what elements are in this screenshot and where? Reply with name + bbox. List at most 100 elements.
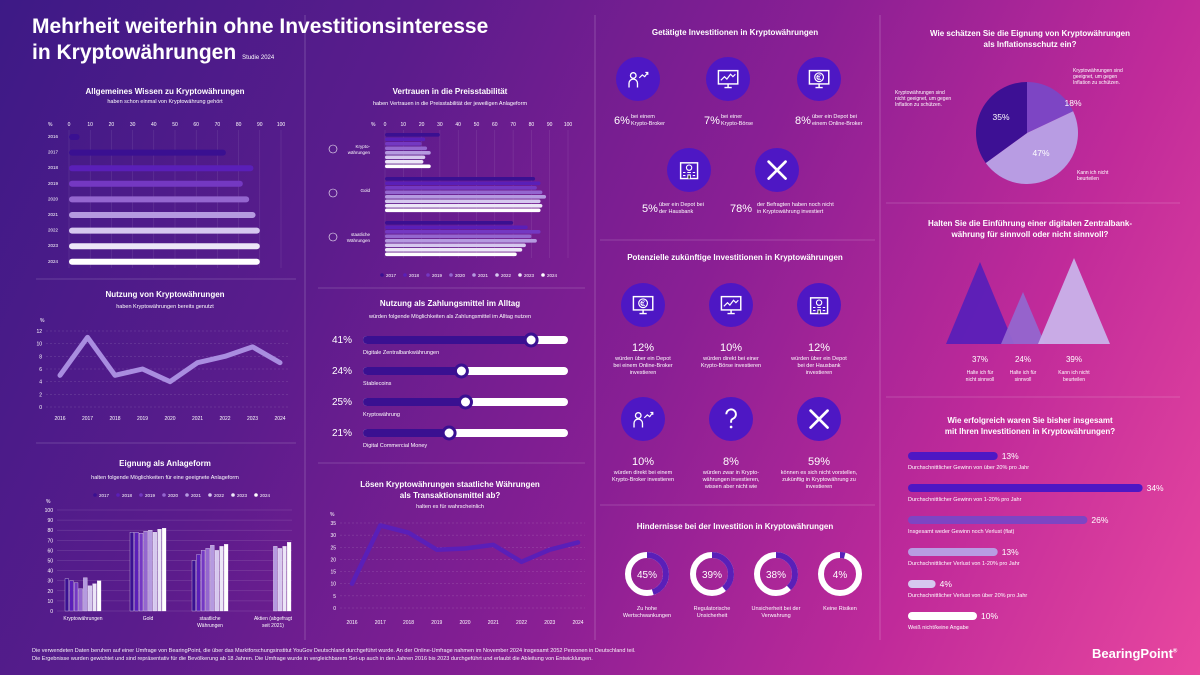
bank-building-icon — [797, 283, 841, 327]
nutzung-ytick-6: 6 — [39, 367, 42, 373]
erfolg-bar-3 — [908, 548, 998, 556]
getaetigt-label-0-l2: Krypto-Broker — [631, 121, 665, 127]
wissen-subtitle: haben schon einmal von Kryptowährung geh… — [107, 99, 223, 105]
wissen-bar-2017 — [69, 149, 226, 156]
anlage-ytick-10: 10 — [47, 599, 53, 605]
bank-building-icon — [667, 148, 711, 192]
inflation-slice-2 — [976, 82, 1027, 163]
zentralbank-triangle-2 — [1038, 258, 1110, 344]
anlage-legend-2017: 2017 — [99, 493, 110, 498]
erfolg-label-5: Weiß nicht/keine Angabe — [908, 625, 969, 631]
inflation-slice-1 — [985, 111, 1079, 185]
anlage-bar-2023-2 — [219, 546, 224, 612]
erfolg-pct-5: 10% — [981, 611, 998, 621]
vertrauen-bar-2018-0 — [385, 137, 426, 142]
anlage-axis-unit: % — [46, 499, 51, 505]
anlage-bar-2017-1 — [129, 532, 134, 612]
getaetigt-label-2-l1: über ein Depot bei — [812, 114, 857, 120]
wissen-xtick-10: 10 — [87, 122, 93, 128]
erfolg-pct-3: 13% — [1002, 547, 1019, 557]
vertrauen-legend-dot-2023 — [518, 273, 522, 277]
cross-glyph — [767, 160, 787, 180]
anlage-ytick-60: 60 — [47, 548, 53, 554]
monitor-chart-icon — [709, 283, 753, 327]
zahlung-subtitle: würden folgende Möglichkeiten als Zahlun… — [368, 314, 532, 320]
potenziell-label-1-l2: Krypto-Börse investieren — [700, 363, 762, 369]
inflation-caption-1-1: beurteilen — [1077, 176, 1099, 182]
transaktion-title-line2: als Transaktionsmittel ab? — [399, 491, 501, 500]
vertrauen-bar-2023-2 — [385, 248, 523, 252]
getaetigt-pct-4: 78% — [730, 203, 753, 215]
vertrauen-bar-2018-1 — [385, 181, 541, 186]
getaetigt-label-0-l1: bei einem — [631, 114, 655, 120]
wissen-axis-unit: % — [48, 122, 53, 128]
transaktion-ytick-25: 25 — [330, 545, 336, 551]
wissen-xtick-90: 90 — [257, 122, 263, 128]
potenziell-label-2-l3: investieren — [805, 370, 833, 376]
anlage-bar-2018-0 — [69, 580, 74, 612]
anlage-bar-2024-0 — [97, 580, 102, 612]
zahlung-pct-1: 24% — [332, 366, 352, 377]
potenziell-pct-3: 10% — [631, 456, 655, 468]
vertrauen-subtitle: haben Vertrauen in die Preisstabilität d… — [372, 101, 528, 107]
erfolg-label-2: Insgesamt weder Gewinn noch Verlust (fla… — [908, 529, 1015, 535]
getaetigt-label-1-l2: Krypto-Börse — [721, 121, 754, 127]
erfolg-bar-5 — [908, 612, 977, 620]
anlage-bar-2021-1 — [148, 530, 153, 612]
inflation-caption-0-1: geeignet, um gegen — [1073, 74, 1117, 80]
euro-monitor-glyph — [632, 295, 654, 315]
anlage-bar-2018-2 — [196, 554, 201, 612]
vertrauen-bar-2019-1 — [385, 186, 537, 190]
anlage-bar-2021-3 — [273, 546, 278, 612]
page-subtitle: Studie 2024 — [242, 55, 275, 61]
inflation-slice-label-0: 18% — [1064, 98, 1081, 108]
zahlung-knob-3 — [441, 425, 457, 441]
vertrauen-legend-dot-2021 — [472, 273, 476, 277]
erfolg-pct-1: 34% — [1147, 483, 1164, 493]
nutzung-xtick-2021: 2021 — [192, 416, 203, 422]
wissen-bar-2021 — [69, 212, 256, 218]
zentralbank-title-line1: Halten Sie die Einführung einer digitale… — [927, 219, 1133, 228]
vertrauen-bar-2023-1 — [385, 204, 543, 208]
vertrauen-bar-2018-2 — [385, 225, 528, 230]
anlage-bar-2021-2 — [210, 545, 215, 612]
transaktion-ytick-5: 5 — [333, 594, 336, 600]
nutzung-xtick-2018: 2018 — [109, 416, 120, 422]
potenziell-title: Potenzielle zukünftige Investitionen in … — [627, 253, 843, 262]
vertrauen-bar-2022-0 — [385, 155, 426, 160]
vertrauen-ytick-2: staatliche — [351, 232, 371, 237]
anlage-bar-2020-2 — [205, 548, 210, 612]
vertrauen-icon-0 — [328, 144, 338, 154]
vertrauen-bar-2017-2 — [385, 221, 514, 225]
anlage-bar-2023-3 — [282, 546, 287, 612]
hindernisse-label-0: Zu hohe — [637, 606, 657, 612]
footer-note: Die verwendeten Daten beruhen auf einer … — [32, 647, 832, 663]
transaktion-subtitle: halten es für wahrscheinlich — [416, 504, 484, 510]
person-chart-glyph — [633, 411, 654, 428]
wissen-xtick-40: 40 — [151, 122, 157, 128]
anlage-xtick-0: Kryptowährungen — [63, 616, 102, 622]
bank-building-glyph — [809, 297, 829, 315]
vertrauen-bar-2020-0 — [385, 146, 428, 151]
anlage-bar-2020-1 — [143, 531, 148, 612]
vertrauen-xtick-50: 50 — [474, 122, 480, 128]
erfolg-label-1: Durchschnittlicher Gewinn von 1-20% pro … — [908, 497, 1022, 503]
anlage-bar-2022-0 — [87, 585, 92, 612]
euro-monitor-icon — [797, 57, 841, 101]
question-icon — [709, 397, 753, 441]
inflation-title: Wie schätzen Sie die Eignung von Kryptow… — [880, 28, 1180, 50]
getaetigt-label-2-l2: einem Online-Broker — [812, 121, 863, 127]
vertrauen-bar-2024-0 — [385, 164, 431, 169]
bank-building-glyph — [679, 162, 699, 180]
vertrauen-legend-2024: 2024 — [547, 273, 558, 278]
hindernisse-label-3: Keine Risiken — [823, 606, 857, 612]
anlage-bar-2019-1 — [139, 533, 144, 612]
transaktion-axis-unit: % — [330, 512, 335, 518]
anlage-bar-2024-3 — [287, 542, 292, 612]
potenziell-pct-4: 8% — [723, 456, 739, 468]
anlage-legend-2023: 2023 — [237, 493, 248, 498]
wissen-ytick-2020: 2020 — [48, 196, 59, 201]
anlage-bar-2021-0 — [83, 577, 88, 612]
anlage-ytick-0: 0 — [50, 609, 53, 615]
vertrauen-xtick-30: 30 — [437, 122, 443, 128]
